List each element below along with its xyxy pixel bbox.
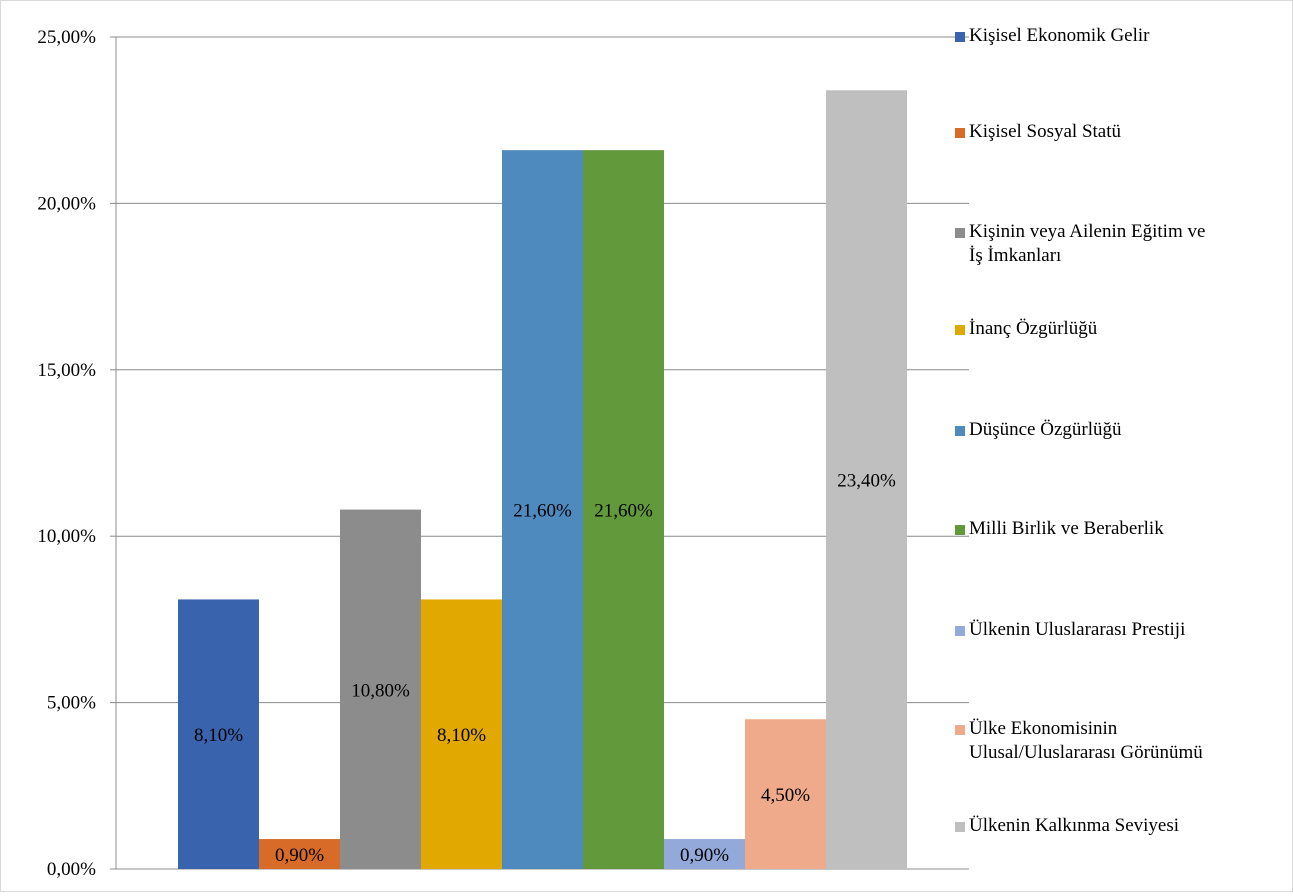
legend-label-6: Milli Birlik ve Beraberlik bbox=[969, 518, 1164, 539]
bar-8 bbox=[745, 719, 826, 869]
y-tick-label: 25,00% bbox=[37, 27, 96, 48]
legend: Kişisel Ekonomik Gelir Kişisel Sosyal Sta… bbox=[955, 25, 1205, 836]
y-tick-label: 20,00% bbox=[37, 193, 96, 214]
legend-label-4: İnanç Özgürlüğü bbox=[969, 318, 1098, 339]
bar-9 bbox=[826, 90, 907, 870]
bars bbox=[178, 90, 907, 870]
legend-marker-4 bbox=[955, 325, 965, 335]
legend-label-7: Ülkenin Uluslararası Prestiji bbox=[969, 619, 1185, 640]
data-label-4: 8,10% bbox=[437, 725, 486, 746]
y-tick-label: 0,00% bbox=[47, 859, 96, 880]
legend-label-8: Ülke Ekonomisinin bbox=[969, 718, 1118, 739]
data-label-2: 0,90% bbox=[275, 845, 324, 866]
legend-label-8: Ulusal/Uluslararası Görünümü bbox=[969, 742, 1203, 763]
data-label-5: 21,60% bbox=[513, 501, 572, 522]
legend-label-1: Kişisel Ekonomik Gelir bbox=[969, 25, 1150, 46]
legend-label-2: Kişisel Sosyal Statü bbox=[969, 121, 1122, 142]
legend-marker-7 bbox=[955, 626, 965, 636]
bar-3 bbox=[340, 509, 421, 869]
legend-label-3: Kişinin veya Ailenin Eğitim ve bbox=[969, 221, 1205, 242]
legend-label-3: İş İmkanları bbox=[969, 245, 1061, 266]
legend-marker-2 bbox=[955, 128, 965, 138]
axes: 0,00% 5,00% 10,00% 15,00% 20,00% 25,00% bbox=[37, 27, 117, 880]
legend-marker-3 bbox=[955, 228, 965, 238]
legend-label-9: Ülkenin Kalkınma Seviyesi bbox=[969, 815, 1179, 836]
y-tick-label: 5,00% bbox=[47, 693, 96, 714]
bar-7 bbox=[664, 839, 745, 869]
data-label-3: 10,80% bbox=[351, 680, 410, 701]
y-tick-label: 10,00% bbox=[37, 526, 96, 547]
bar-6 bbox=[583, 150, 664, 870]
data-label-6: 21,60% bbox=[594, 501, 653, 522]
legend-marker-8 bbox=[955, 725, 965, 735]
legend-marker-1 bbox=[955, 32, 965, 42]
data-label-1: 8,10% bbox=[194, 725, 243, 746]
data-label-8: 4,50% bbox=[761, 785, 810, 806]
y-tick-label: 15,00% bbox=[37, 360, 96, 381]
data-label-7: 0,90% bbox=[680, 845, 729, 866]
legend-marker-5 bbox=[955, 426, 965, 436]
data-labels: 8,10% 0,90% 10,80% 8,10% 21,60% 21,60% 0,90% 4,… bbox=[194, 471, 896, 866]
bar-4 bbox=[421, 599, 502, 869]
legend-label-5: Düşünce Özgürlüğü bbox=[969, 419, 1122, 440]
bar-5 bbox=[502, 150, 583, 870]
bar-2 bbox=[259, 839, 340, 869]
data-label-9: 23,40% bbox=[837, 471, 896, 492]
legend-marker-6 bbox=[955, 525, 965, 535]
legend-marker-9 bbox=[955, 822, 965, 832]
bar-1 bbox=[178, 599, 259, 869]
